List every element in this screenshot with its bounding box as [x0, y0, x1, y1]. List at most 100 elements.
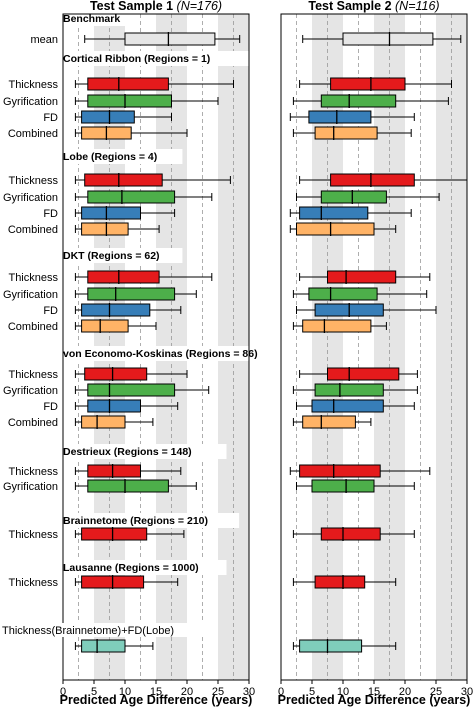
box-thickness — [87, 77, 169, 91]
row-label: Thickness — [8, 79, 58, 91]
group-title-background — [60, 560, 227, 575]
x-tick-label: 5 — [91, 686, 97, 698]
group-title-background — [60, 149, 183, 164]
box-thickness — [330, 173, 415, 187]
box-thickness-brainnetome-fd-lobe- — [299, 639, 363, 653]
box-gyrification — [87, 479, 169, 493]
row-label: Gyrification — [3, 192, 58, 204]
group-title: Lausanne (Regions = 1000) — [63, 562, 199, 574]
group-title: Brainnetome (Regions = 210) — [63, 515, 208, 527]
row-label: Gyrification — [3, 289, 58, 301]
box-gyrification — [314, 383, 384, 397]
x-tick-label: 5 — [309, 686, 315, 698]
x-tick-label: 15 — [368, 686, 380, 698]
row-label: Thickness — [8, 272, 58, 284]
box-combined — [314, 126, 378, 140]
row-label: Gyrification — [3, 385, 58, 397]
x-tick-label: 10 — [337, 686, 349, 698]
box-fd — [311, 399, 384, 413]
box-fd — [299, 206, 369, 220]
panel-title: Test Sample 2 (N=116) — [308, 0, 439, 13]
row-label: Combined — [8, 224, 58, 236]
box-combined — [302, 319, 372, 333]
panel-title: Test Sample 1 (N=176) — [90, 0, 222, 13]
box-fd — [81, 303, 151, 317]
x-tick-label: 15 — [150, 686, 162, 698]
box-fd — [308, 110, 372, 124]
row-label: Gyrification — [3, 96, 58, 108]
x-tick-label: 25 — [430, 686, 442, 698]
box-thickness — [87, 464, 142, 478]
row-label-background — [0, 623, 215, 637]
group-title: Lobe (Regions = 4) — [63, 151, 157, 163]
box-mean — [124, 32, 216, 46]
x-axis-label: Predicted Age Difference (years) — [278, 693, 471, 707]
box-thickness — [327, 270, 397, 284]
group-title: von Economo-Koskinas (Regions = 86) — [63, 348, 258, 360]
box-combined — [81, 319, 129, 333]
box-gyrification — [87, 383, 176, 397]
box-gyrification — [320, 94, 397, 108]
box-thickness — [84, 367, 148, 381]
panel-title-main: Test Sample 2 — [308, 0, 395, 13]
box-gyrification — [311, 479, 375, 493]
x-tick-label: 0 — [60, 686, 66, 698]
box-thickness — [84, 173, 163, 187]
row-label: Gyrification — [3, 481, 58, 493]
x-tick-label: 30 — [461, 686, 473, 698]
group-title-background — [60, 346, 290, 361]
box-fd — [81, 206, 141, 220]
group-title: Cortical Ribbon (Regions = 1) — [63, 53, 210, 65]
row-label: FD — [43, 401, 58, 413]
row-label: Thickness — [8, 529, 58, 541]
box-gyrification — [320, 190, 387, 204]
box-mean — [342, 32, 434, 46]
x-tick-label: 25 — [212, 686, 224, 698]
box-fd — [87, 399, 142, 413]
box-thickness — [299, 464, 381, 478]
box-gyrification — [87, 190, 176, 204]
box-thickness — [81, 527, 148, 541]
row-label: FD — [43, 208, 58, 220]
panel-title-n: (N=176) — [177, 0, 223, 13]
box-fd — [81, 110, 135, 124]
row-label: Combined — [8, 321, 58, 333]
row-label: Combined — [8, 417, 58, 429]
box-thickness-brainnetome-fd-lobe- — [81, 639, 126, 653]
group-title: Destrieux (Regions = 148) — [63, 446, 192, 458]
row-label: Thickness — [8, 466, 58, 478]
box-thickness — [327, 367, 400, 381]
box-gyrification — [87, 94, 172, 108]
box-combined — [296, 222, 375, 236]
row-label: Thickness(Brainnetome)+FD(Lobe) — [2, 625, 174, 637]
group-title-background — [60, 513, 240, 528]
x-tick-label: 20 — [399, 686, 411, 698]
x-tick-label: 20 — [181, 686, 193, 698]
x-axis-label: Predicted Age Difference (years) — [60, 693, 253, 707]
box-thickness — [320, 527, 381, 541]
row-label: Thickness — [8, 369, 58, 381]
group-title-background — [60, 444, 227, 459]
box-thickness — [314, 575, 366, 589]
row-label: Thickness — [8, 175, 58, 187]
panel-title-main: Test Sample 1 — [90, 0, 177, 13]
x-tick-label: 30 — [243, 686, 255, 698]
box-gyrification — [87, 287, 176, 301]
group-title-background — [60, 11, 126, 26]
box-combined — [81, 222, 129, 236]
group-title: Benchmark — [63, 13, 120, 25]
row-label: FD — [43, 305, 58, 317]
panel-title-n: (N=116) — [395, 0, 440, 13]
x-tick-label: 10 — [119, 686, 131, 698]
box-combined — [302, 415, 356, 429]
row-label: mean — [30, 34, 58, 46]
group-title: DKT (Regions = 62) — [63, 250, 160, 262]
box-thickness — [87, 270, 160, 284]
row-label: FD — [43, 112, 58, 124]
x-tick-label: 0 — [278, 686, 284, 698]
box-gyrification — [308, 287, 378, 301]
group-title-background — [60, 248, 183, 263]
row-label: Thickness — [8, 577, 58, 589]
